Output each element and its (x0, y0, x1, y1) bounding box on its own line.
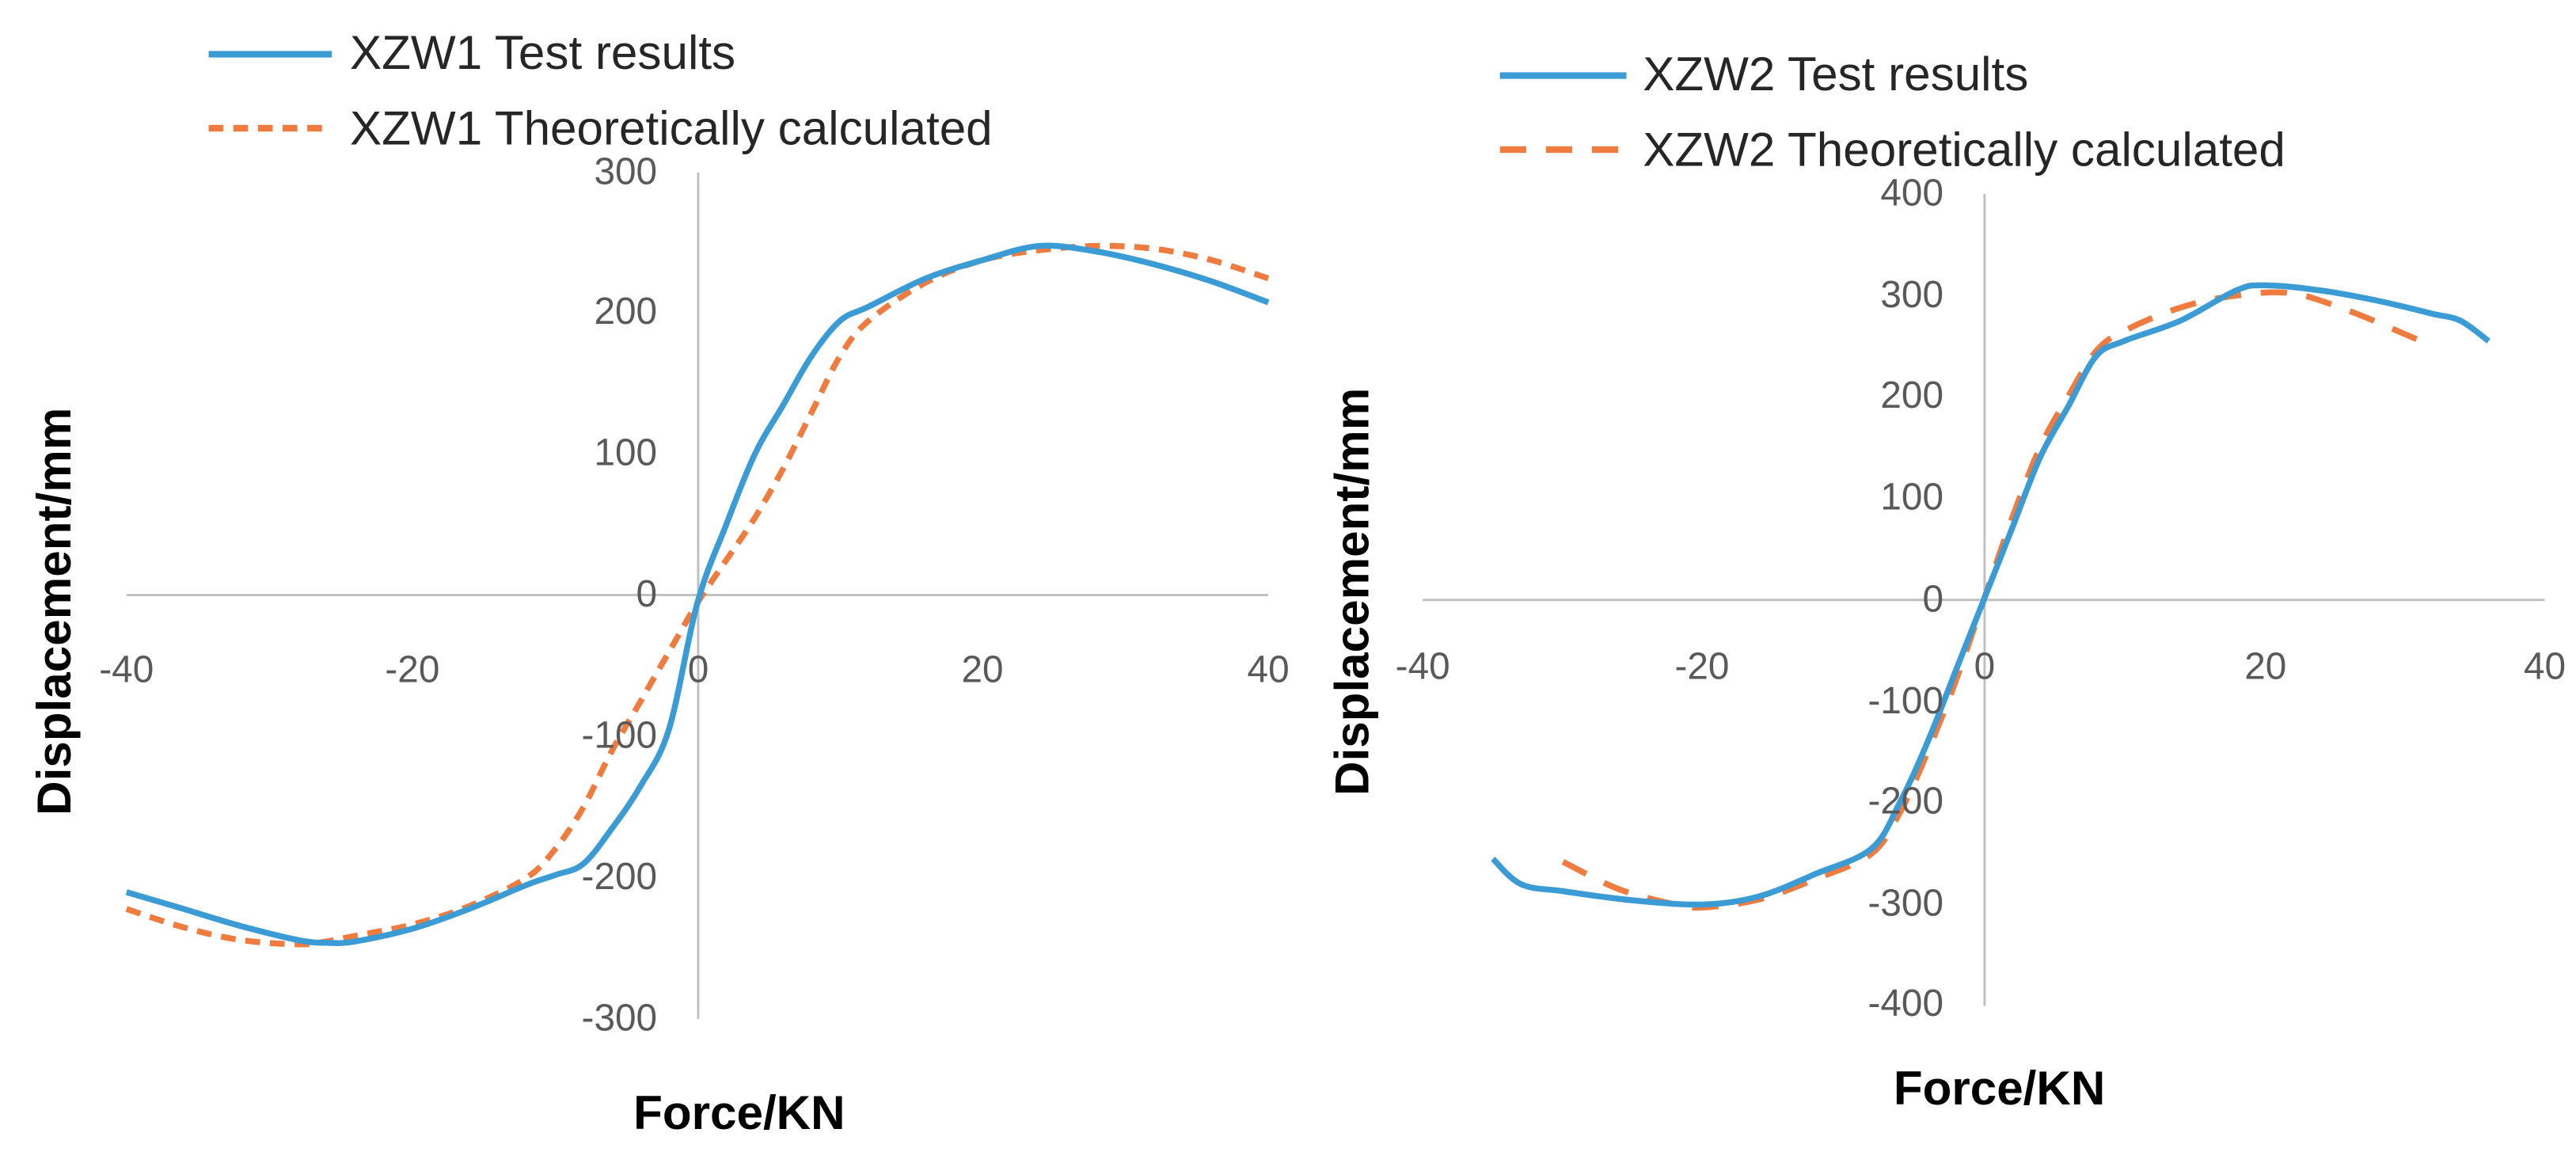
y-tick-label: 300 (1880, 274, 1943, 316)
y-tick-label: 300 (594, 151, 657, 193)
y-tick-label: -100 (582, 715, 658, 757)
y-tick-label: -400 (1867, 983, 1943, 1024)
y-tick-label: -200 (582, 856, 658, 898)
x-axis-title: Force/KN (633, 1086, 845, 1139)
x-tick-label: -40 (99, 649, 154, 691)
x-tick-label: 0 (688, 649, 709, 691)
x-tick-label: 40 (1248, 649, 1290, 691)
series-line-test (1491, 282, 2491, 908)
x-tick-label: -20 (1674, 645, 1729, 687)
x-tick-label: -40 (1396, 645, 1450, 687)
chart-panel-xzw2: 400 300 200 100 0 -100 -200 -300 -400 -4… (1326, 48, 2566, 1115)
series-line-test (125, 242, 1270, 946)
y-axis-title: Displacement/mm (1326, 388, 1379, 796)
legend-label: XZW1 Test results (350, 26, 735, 79)
y-tick-label: 200 (1880, 374, 1943, 416)
legend-label: XZW2 Test results (1643, 48, 2028, 101)
x-tick-label: -20 (385, 649, 439, 691)
y-tick-label: 100 (594, 432, 657, 474)
y-tick-label: 0 (636, 573, 658, 615)
x-tick-label: 20 (961, 649, 1003, 691)
y-axis-title: Displacement/mm (28, 408, 81, 815)
x-tick-label: 20 (2244, 645, 2286, 687)
legend-xzw1: XZW1 Test results XZW1 Theoretically cal… (208, 26, 993, 155)
plot-area-xzw1 (125, 172, 1270, 1020)
x-axis-title: Force/KN (1894, 1062, 2106, 1115)
legend-label: XZW2 Theoretically calculated (1643, 124, 2285, 177)
y-tick-label: -300 (582, 998, 658, 1040)
y-tick-label: -100 (1867, 680, 1943, 722)
y-tick-label: 100 (1880, 477, 1943, 519)
y-tick-label: 0 (1922, 578, 1943, 620)
y-tick-label: 400 (1880, 172, 1943, 214)
y-tick-label: 200 (594, 291, 657, 333)
legend-xzw2: XZW2 Test results XZW2 Theoretically cal… (1499, 48, 2285, 177)
legend-label: XZW1 Theoretically calculated (350, 102, 993, 155)
x-tick-label: 40 (2524, 645, 2566, 687)
plot-area-xzw2 (1423, 193, 2545, 1006)
y-tick-label: -200 (1867, 781, 1943, 823)
chart-panel-xzw1: 300 200 100 0 -100 -200 -300 -40 -20 0 2… (28, 26, 1289, 1139)
y-tick-label: -300 (1867, 882, 1943, 924)
x-tick-label: 0 (1974, 645, 1996, 687)
